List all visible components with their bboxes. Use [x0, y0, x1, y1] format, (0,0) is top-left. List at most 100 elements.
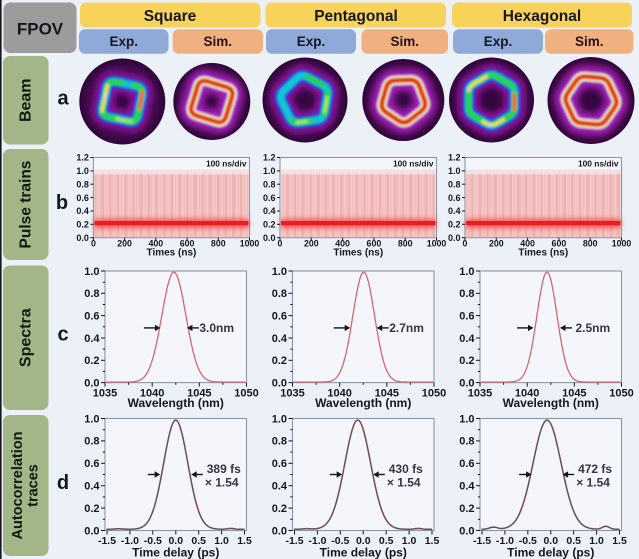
svg-text:traces: traces — [26, 464, 42, 507]
svg-text:0.6: 0.6 — [84, 458, 99, 470]
svg-text:430 fs: 430 fs — [389, 462, 423, 476]
svg-text:× 1.54: × 1.54 — [576, 476, 610, 490]
svg-text:-0.5: -0.5 — [331, 535, 349, 547]
svg-text:Autocorrelation: Autocorrelation — [10, 432, 26, 540]
svg-text:0.2: 0.2 — [84, 503, 99, 515]
svg-text:Pulse trains: Pulse trains — [17, 161, 34, 249]
svg-text:Times (ns): Times (ns) — [518, 248, 568, 259]
svg-text:0.5: 0.5 — [191, 535, 206, 547]
svg-text:Sim.: Sim. — [391, 34, 420, 49]
svg-text:600: 600 — [180, 239, 195, 249]
svg-text:Beam: Beam — [17, 78, 34, 122]
svg-text:0.8: 0.8 — [84, 436, 99, 448]
svg-text:0.8: 0.8 — [263, 179, 276, 189]
svg-text:0.6: 0.6 — [459, 458, 474, 470]
svg-text:0.6: 0.6 — [84, 310, 99, 322]
svg-text:× 1.54: × 1.54 — [387, 476, 421, 490]
svg-text:Time delay (ps): Time delay (ps) — [320, 546, 407, 559]
svg-text:Sim.: Sim. — [575, 34, 604, 49]
svg-text:0.6: 0.6 — [448, 193, 461, 203]
svg-text:0.4: 0.4 — [84, 333, 100, 345]
svg-text:2.5nm: 2.5nm — [575, 321, 610, 335]
svg-text:1.0: 1.0 — [402, 535, 417, 547]
svg-text:0.2: 0.2 — [84, 355, 99, 367]
svg-text:1.5: 1.5 — [237, 535, 252, 547]
svg-text:0.4: 0.4 — [459, 481, 475, 493]
svg-text:100 ns/div: 100 ns/div — [393, 159, 434, 169]
svg-text:389 fs: 389 fs — [207, 462, 241, 476]
svg-text:a: a — [57, 88, 69, 110]
svg-text:1.5: 1.5 — [425, 535, 440, 547]
svg-text:800: 800 — [211, 239, 226, 249]
svg-text:0.5: 0.5 — [566, 535, 581, 547]
svg-text:400: 400 — [148, 239, 163, 249]
svg-text:Sim.: Sim. — [204, 34, 233, 49]
svg-text:1035: 1035 — [468, 388, 492, 400]
svg-text:0.0: 0.0 — [356, 535, 371, 547]
svg-text:-0.5: -0.5 — [144, 535, 162, 547]
svg-text:200: 200 — [304, 239, 319, 249]
svg-text:-1.0: -1.0 — [496, 535, 514, 547]
svg-text:100 ns/div: 100 ns/div — [578, 159, 619, 169]
svg-text:1.2: 1.2 — [448, 153, 461, 163]
svg-text:800: 800 — [583, 239, 598, 249]
svg-text:3.0nm: 3.0nm — [199, 321, 234, 335]
svg-text:0.4: 0.4 — [76, 206, 89, 216]
svg-text:Time delay (ps): Time delay (ps) — [132, 546, 219, 559]
svg-text:× 1.54: × 1.54 — [205, 476, 239, 490]
svg-text:Spectra: Spectra — [17, 308, 34, 367]
svg-text:0.5: 0.5 — [379, 535, 394, 547]
svg-text:0.8: 0.8 — [272, 436, 287, 448]
svg-text:0.8: 0.8 — [448, 179, 461, 189]
svg-text:Wavelength (nm): Wavelength (nm) — [503, 396, 599, 410]
svg-text:b: b — [56, 192, 68, 214]
svg-text:600: 600 — [367, 239, 382, 249]
svg-text:1.0: 1.0 — [459, 266, 474, 278]
svg-text:0.4: 0.4 — [272, 481, 288, 493]
svg-text:c: c — [57, 324, 68, 346]
svg-text:0.0: 0.0 — [84, 525, 99, 537]
svg-text:1.0: 1.0 — [214, 535, 229, 547]
svg-text:1.0: 1.0 — [263, 166, 276, 176]
svg-text:472 fs: 472 fs — [578, 462, 612, 476]
svg-text:0: 0 — [91, 239, 96, 249]
svg-text:1045: 1045 — [187, 388, 211, 400]
svg-text:d: d — [57, 472, 69, 494]
svg-text:0.0: 0.0 — [84, 377, 99, 389]
svg-text:1.0: 1.0 — [76, 166, 89, 176]
svg-text:0.0: 0.0 — [459, 377, 474, 389]
svg-text:0.0: 0.0 — [168, 535, 183, 547]
svg-text:1045: 1045 — [562, 388, 586, 400]
svg-text:Wavelength (nm): Wavelength (nm) — [315, 396, 411, 410]
svg-text:Hexagonal: Hexagonal — [503, 8, 581, 25]
svg-text:0.2: 0.2 — [263, 220, 276, 230]
svg-text:1.0: 1.0 — [84, 266, 99, 278]
svg-text:-0.5: -0.5 — [519, 535, 537, 547]
svg-text:1000: 1000 — [427, 239, 447, 249]
svg-text:1045: 1045 — [375, 388, 399, 400]
svg-text:0.0: 0.0 — [76, 233, 89, 243]
svg-text:600: 600 — [552, 239, 567, 249]
svg-text:0.8: 0.8 — [84, 288, 99, 300]
svg-text:Times (ns): Times (ns) — [333, 248, 383, 259]
svg-text:0.8: 0.8 — [459, 436, 474, 448]
svg-text:0.4: 0.4 — [84, 481, 100, 493]
svg-text:2.7nm: 2.7nm — [389, 321, 424, 335]
svg-text:0.2: 0.2 — [459, 355, 474, 367]
svg-text:1040: 1040 — [140, 388, 164, 400]
svg-text:1000: 1000 — [240, 239, 260, 249]
svg-text:0: 0 — [278, 239, 283, 249]
svg-text:0.2: 0.2 — [459, 503, 474, 515]
svg-text:1.2: 1.2 — [263, 153, 276, 163]
svg-text:400: 400 — [520, 239, 535, 249]
svg-text:1.0: 1.0 — [589, 535, 604, 547]
svg-text:0.0: 0.0 — [272, 377, 287, 389]
svg-text:1.0: 1.0 — [272, 266, 287, 278]
svg-text:400: 400 — [335, 239, 350, 249]
svg-text:1050: 1050 — [422, 388, 446, 400]
svg-text:-1.5: -1.5 — [285, 535, 303, 547]
svg-text:0: 0 — [463, 239, 468, 249]
svg-text:0.0: 0.0 — [448, 233, 461, 243]
svg-text:100 ns/div: 100 ns/div — [206, 159, 247, 169]
svg-text:Exp.: Exp. — [109, 34, 138, 49]
